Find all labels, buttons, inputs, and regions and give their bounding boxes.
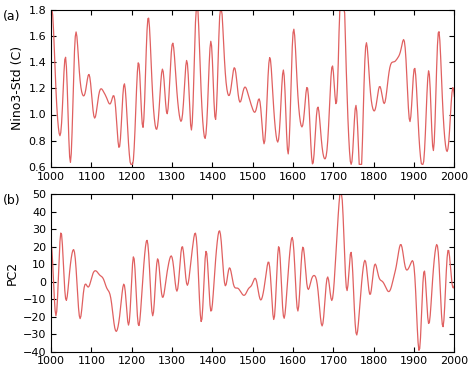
Y-axis label: PC2: PC2 bbox=[6, 261, 18, 285]
Y-axis label: Nino3-Std (C): Nino3-Std (C) bbox=[11, 46, 24, 130]
Text: (a): (a) bbox=[3, 10, 20, 23]
Text: (b): (b) bbox=[3, 194, 20, 207]
